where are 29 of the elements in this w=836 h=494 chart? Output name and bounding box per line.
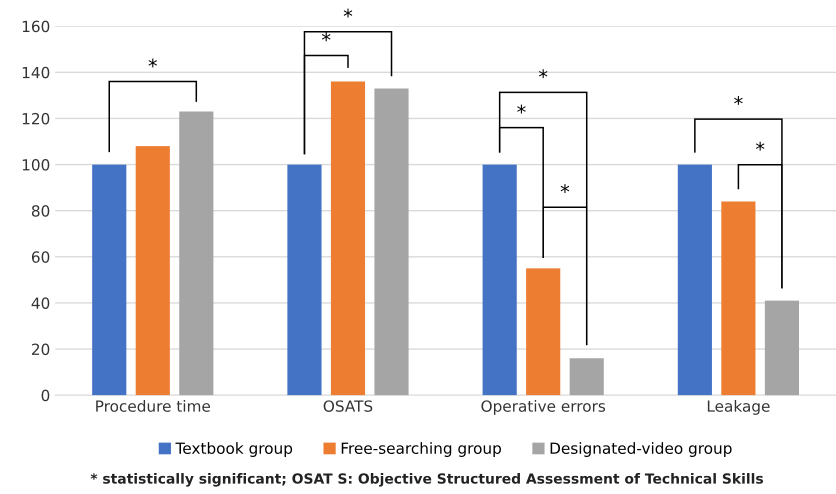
bar: [570, 358, 604, 396]
bar: [287, 164, 322, 396]
annotation: *: [734, 96, 743, 105]
x-tick-label: Leakage: [708, 400, 770, 415]
legend-label: Designated-video group: [550, 442, 732, 457]
y-tick-label: 140: [22, 66, 50, 78]
x-tick-label: OSATS: [324, 400, 372, 412]
x-tick-label: Operative errors: [481, 400, 606, 415]
y-tick-label: 160: [22, 20, 50, 32]
text: *: [344, 8, 352, 18]
legend-label: Free-searching group: [342, 442, 501, 457]
y-tick-label: 20: [32, 344, 50, 356]
bar: [92, 164, 126, 396]
bar: [764, 300, 800, 396]
x-tick-label: Procedure time: [96, 400, 210, 412]
annotation: *: [148, 58, 158, 68]
y-tick-label: 120: [22, 112, 50, 124]
y-tick-label: 60: [32, 251, 50, 263]
annotation: *: [756, 142, 764, 151]
text: * statistically significant; OSAT S: Objective Structured Assessment of Technical Skills: [90, 473, 763, 487]
annotation: *: [538, 69, 548, 78]
legend-label: Textbook group: [176, 442, 292, 457]
annotation: *: [517, 104, 526, 114]
y-tick-label: 0: [42, 390, 50, 402]
y-tick-label: 100: [22, 159, 50, 171]
annotation: *: [322, 32, 330, 42]
y-tick-label: 40: [32, 297, 50, 309]
y-tick-label: 80: [32, 205, 50, 217]
annotation: *: [560, 184, 570, 194]
